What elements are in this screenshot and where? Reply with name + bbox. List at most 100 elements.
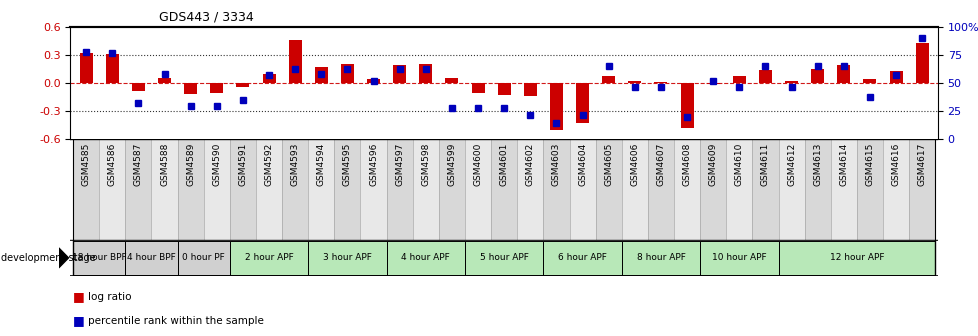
Bar	[152, 139, 177, 240]
Bar	[804, 139, 830, 240]
Text: 12 hour APF: 12 hour APF	[828, 253, 883, 262]
Bar	[334, 139, 360, 240]
Bar	[289, 40, 301, 83]
Bar	[106, 54, 118, 83]
Bar	[413, 139, 438, 240]
Bar	[491, 139, 516, 240]
Text: GSM4617: GSM4617	[916, 142, 926, 186]
Bar	[177, 139, 203, 240]
Bar	[184, 83, 197, 94]
Text: GSM4592: GSM4592	[264, 142, 273, 186]
Bar	[125, 139, 152, 240]
Bar	[99, 139, 125, 240]
Bar	[733, 76, 745, 83]
Text: GSM4612: GSM4612	[786, 142, 795, 186]
Bar	[125, 241, 177, 275]
Text: 5 hour APF: 5 hour APF	[479, 253, 528, 262]
Text: GSM4615: GSM4615	[865, 142, 873, 186]
Bar	[647, 139, 673, 240]
Bar	[726, 139, 752, 240]
Text: GSM4616: GSM4616	[891, 142, 900, 186]
Text: percentile rank within the sample: percentile rank within the sample	[88, 316, 264, 326]
Text: GSM4609: GSM4609	[708, 142, 717, 186]
Text: GSM4595: GSM4595	[342, 142, 351, 186]
Text: GSM4597: GSM4597	[395, 142, 404, 186]
Text: GSM4601: GSM4601	[499, 142, 509, 186]
Bar	[516, 139, 543, 240]
Text: 4 hour BPF: 4 hour BPF	[127, 253, 176, 262]
Text: GSM4591: GSM4591	[239, 142, 247, 186]
Text: GDS443 / 3334: GDS443 / 3334	[158, 10, 253, 24]
Text: GSM4589: GSM4589	[186, 142, 195, 186]
Bar	[523, 83, 536, 96]
Bar	[360, 139, 386, 240]
Bar	[393, 65, 406, 83]
Text: 0 hour PF: 0 hour PF	[182, 253, 225, 262]
Bar	[699, 139, 726, 240]
Bar	[73, 241, 125, 275]
Bar	[230, 241, 308, 275]
Text: GSM4608: GSM4608	[682, 142, 690, 186]
Bar	[230, 139, 255, 240]
Bar	[308, 139, 334, 240]
Bar	[340, 65, 354, 83]
Text: 2 hour APF: 2 hour APF	[244, 253, 293, 262]
Bar	[680, 83, 692, 128]
Bar	[132, 83, 145, 91]
Bar	[758, 70, 772, 83]
Bar	[909, 139, 934, 240]
Text: 4 hour APF: 4 hour APF	[401, 253, 450, 262]
Bar	[699, 241, 778, 275]
Text: GSM4610: GSM4610	[734, 142, 743, 186]
Text: GSM4607: GSM4607	[656, 142, 665, 186]
Text: GSM4611: GSM4611	[760, 142, 769, 186]
Bar	[595, 139, 621, 240]
Bar	[863, 79, 875, 83]
Text: GSM4603: GSM4603	[552, 142, 560, 186]
Bar	[308, 241, 386, 275]
Bar	[497, 83, 511, 95]
Bar	[177, 241, 230, 275]
Bar	[889, 71, 902, 83]
Bar	[465, 139, 491, 240]
Text: GSM4613: GSM4613	[813, 142, 822, 186]
Bar	[856, 139, 882, 240]
Text: GSM4594: GSM4594	[317, 142, 326, 186]
Text: GSM4586: GSM4586	[108, 142, 116, 186]
Bar	[203, 139, 230, 240]
Bar	[471, 83, 484, 93]
Text: 3 hour APF: 3 hour APF	[323, 253, 372, 262]
Bar	[914, 43, 928, 83]
Text: GSM4606: GSM4606	[630, 142, 639, 186]
Bar	[543, 139, 569, 240]
Bar	[836, 65, 850, 83]
Bar	[157, 78, 171, 83]
Bar	[575, 83, 589, 123]
Bar	[543, 241, 621, 275]
Bar	[210, 83, 223, 92]
Text: ■: ■	[72, 314, 84, 327]
Text: 8 hour APF: 8 hour APF	[636, 253, 685, 262]
Text: log ratio: log ratio	[88, 292, 131, 302]
Bar	[445, 79, 458, 83]
Bar	[882, 139, 909, 240]
Bar	[282, 139, 308, 240]
Text: GSM4602: GSM4602	[525, 142, 534, 186]
Bar	[628, 81, 641, 83]
Bar	[752, 139, 778, 240]
Text: 6 hour APF: 6 hour APF	[557, 253, 606, 262]
Bar	[386, 241, 465, 275]
Text: GSM4598: GSM4598	[421, 142, 430, 186]
Text: GSM4614: GSM4614	[838, 142, 848, 186]
Bar	[830, 139, 856, 240]
Bar	[419, 65, 432, 83]
Bar	[569, 139, 595, 240]
Text: 10 hour APF: 10 hour APF	[711, 253, 766, 262]
Bar	[367, 79, 379, 83]
Bar	[79, 53, 93, 83]
Text: GSM4593: GSM4593	[290, 142, 299, 186]
Text: GSM4585: GSM4585	[81, 142, 91, 186]
Bar	[673, 139, 699, 240]
Bar	[621, 241, 699, 275]
Text: GSM4599: GSM4599	[447, 142, 456, 186]
